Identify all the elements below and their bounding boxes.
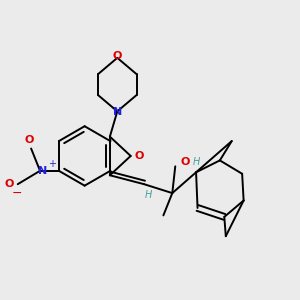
Text: N: N — [38, 167, 47, 176]
Text: O: O — [181, 157, 190, 167]
Text: +: + — [48, 159, 56, 169]
Text: N: N — [113, 107, 122, 117]
Text: −: − — [12, 187, 22, 200]
Text: H: H — [192, 157, 200, 167]
Text: O: O — [25, 135, 34, 145]
Text: O: O — [112, 51, 122, 62]
Text: H: H — [145, 190, 152, 200]
Text: O: O — [5, 179, 14, 189]
Text: O: O — [134, 151, 144, 161]
